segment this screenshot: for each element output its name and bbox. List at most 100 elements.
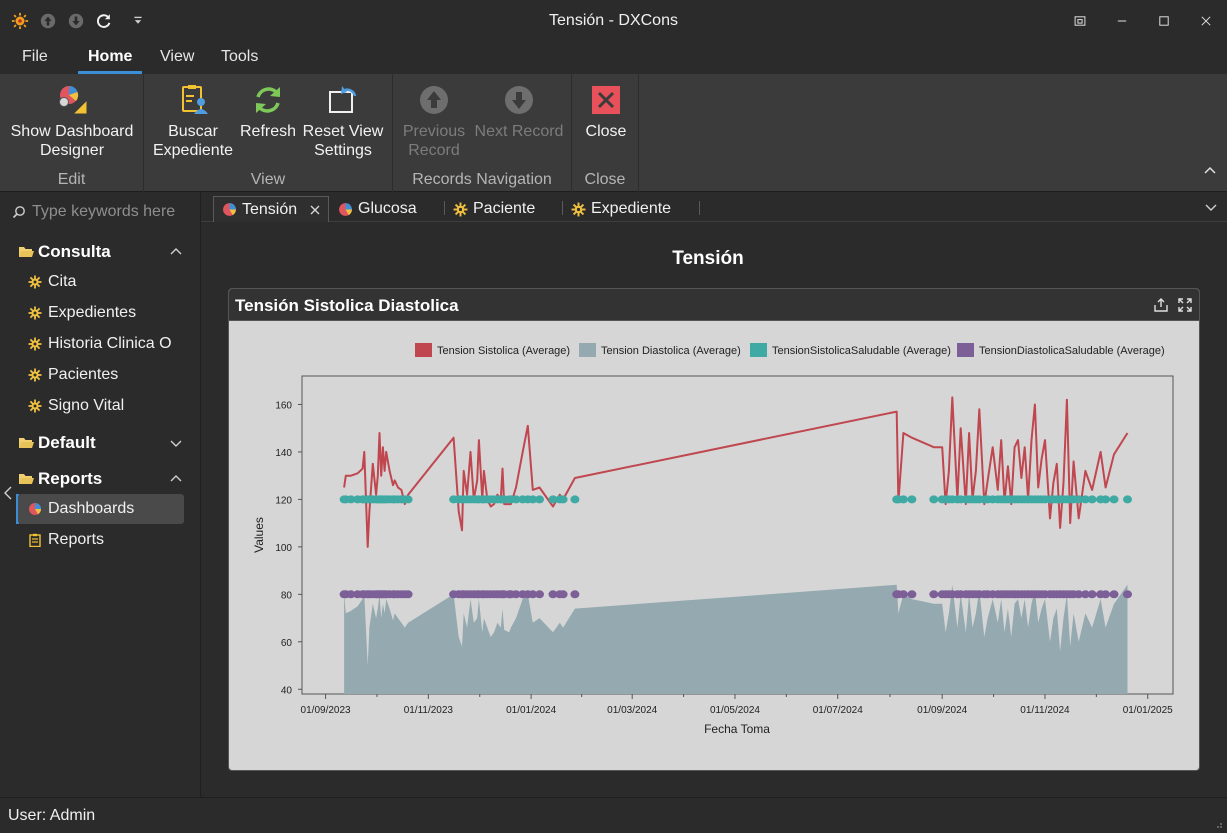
sidebar-item-cita[interactable]: Cita (18, 267, 184, 297)
data-point[interactable] (548, 495, 558, 504)
close-button[interactable]: Close (576, 82, 636, 141)
data-point[interactable] (535, 590, 544, 599)
x-tick-label: 01/09/2024 (917, 705, 967, 716)
close-window-icon[interactable] (1195, 10, 1217, 32)
refresh-button[interactable]: Refresh (238, 82, 298, 141)
tab-file[interactable]: File (22, 48, 48, 65)
chevron-up-icon (170, 248, 182, 255)
ribbon-group-records-navigation: Previous Record Next Record Records Navi… (393, 74, 572, 192)
nav-group-default[interactable]: Default (18, 430, 188, 456)
previous-record-button[interactable]: Previous Record (397, 82, 471, 160)
data-point[interactable] (403, 590, 413, 599)
report-icon (29, 533, 41, 547)
resize-grip-icon[interactable] (1213, 819, 1223, 829)
arrow-down-icon[interactable] (66, 11, 86, 31)
y-axis: 40 60 80 100 120 140 160 (275, 400, 302, 696)
data-point[interactable] (1109, 495, 1119, 504)
data-point[interactable] (1074, 590, 1084, 599)
reset-view-settings-button[interactable]: Reset View Settings (298, 82, 388, 160)
data-point[interactable] (511, 590, 521, 599)
sidebar-item-dashboards[interactable]: Dashboards (18, 494, 184, 524)
gear-icon (571, 202, 586, 216)
maximize-item-icon[interactable] (1177, 297, 1193, 313)
customize-qat-icon[interactable] (128, 11, 148, 31)
x-tick-label: 01/01/2025 (1123, 705, 1173, 716)
search-input[interactable] (32, 203, 192, 221)
data-point[interactable] (1123, 590, 1132, 599)
buscar-expediente-button[interactable]: Buscar Expediente (148, 82, 238, 160)
sidebar-item-signo-vital[interactable]: Signo Vital (18, 391, 184, 421)
x-tick-label: 01/05/2024 (710, 705, 760, 716)
data-point[interactable] (346, 495, 356, 504)
close-red-icon (592, 86, 620, 114)
close-tab-icon[interactable] (310, 205, 320, 215)
doc-tab-paciente-label: Paciente (473, 200, 536, 217)
tab-view[interactable]: View (160, 48, 195, 65)
doc-tab-glucosa[interactable]: Glucosa (330, 196, 438, 222)
data-point[interactable] (528, 590, 538, 599)
data-point[interactable] (403, 495, 413, 504)
show-dashboard-designer-button[interactable]: Show Dashboard Designer (0, 82, 144, 160)
next-record-button[interactable]: Next Record (471, 82, 567, 141)
data-point[interactable] (528, 495, 538, 504)
nav-group-consulta[interactable]: Consulta (18, 239, 188, 265)
refresh-icon[interactable] (94, 11, 114, 31)
data-point[interactable] (907, 495, 917, 504)
chevron-down-icon[interactable] (1205, 201, 1217, 213)
data-point[interactable] (548, 590, 558, 599)
data-point[interactable] (1101, 590, 1111, 599)
data-point[interactable] (1087, 590, 1097, 599)
tab-tools[interactable]: Tools (221, 48, 259, 65)
doc-tab-expediente[interactable]: Expediente (563, 196, 693, 222)
data-point[interactable] (535, 495, 544, 504)
legend-item[interactable]: Tension Diastolica (Average) (579, 343, 741, 357)
reset-view-settings-label-2: Settings (314, 142, 372, 159)
data-point[interactable] (511, 495, 521, 504)
doc-tab-tension[interactable]: Tensión (213, 196, 329, 222)
tab-separator (699, 201, 700, 215)
y-axis-label: Values (252, 517, 266, 553)
arrow-up-icon[interactable] (38, 11, 58, 31)
data-point[interactable] (1101, 495, 1111, 504)
x-tick-label: 01/09/2023 (301, 705, 351, 716)
gear-icon (28, 337, 42, 351)
arrow-up-circle-icon (420, 86, 448, 114)
data-point[interactable] (1123, 495, 1132, 504)
chevron-up-icon[interactable] (1203, 164, 1217, 178)
maximize-icon[interactable] (1153, 10, 1175, 32)
data-point[interactable] (570, 495, 580, 504)
data-point[interactable] (898, 495, 908, 504)
data-point[interactable] (558, 590, 568, 599)
data-point[interactable] (570, 590, 580, 599)
search-user-icon (182, 85, 208, 114)
dashboard-icon (29, 503, 41, 515)
data-point[interactable] (929, 590, 939, 599)
data-point[interactable] (1109, 590, 1119, 599)
y-tick-label: 60 (281, 638, 293, 649)
tab-home[interactable]: Home (78, 47, 143, 74)
nav-group-reports[interactable]: Reports (18, 466, 188, 492)
data-point[interactable] (1074, 495, 1084, 504)
restore-panel-icon[interactable] (1069, 10, 1091, 32)
arrow-down-circle-icon (505, 86, 533, 114)
sidebar-item-historia-clinica[interactable]: Historia Clinica O (18, 329, 184, 359)
legend-item[interactable]: TensionSistolicaSaludable (Average) (750, 343, 951, 357)
export-icon[interactable] (1153, 297, 1169, 313)
sidebar-item-pacientes[interactable]: Pacientes (18, 360, 184, 390)
data-point[interactable] (1080, 590, 1090, 599)
data-point[interactable] (929, 495, 939, 504)
legend-item[interactable]: TensionDiastolicaSaludable (Average) (957, 343, 1165, 357)
minimize-icon[interactable] (1111, 10, 1133, 32)
data-point[interactable] (1087, 495, 1097, 504)
legend-item[interactable]: Tension Sistolica (Average) (415, 343, 570, 357)
doc-tab-paciente[interactable]: Paciente (445, 196, 557, 222)
data-point[interactable] (346, 590, 356, 599)
data-point[interactable] (558, 495, 568, 504)
data-point[interactable] (1080, 495, 1090, 504)
data-point[interactable] (898, 590, 908, 599)
refresh-label: Refresh (239, 123, 297, 140)
chevron-left-icon[interactable] (3, 486, 13, 500)
sidebar-item-reports[interactable]: Reports (18, 525, 184, 555)
sidebar-item-expedientes[interactable]: Expedientes (18, 298, 184, 328)
data-point[interactable] (907, 590, 917, 599)
